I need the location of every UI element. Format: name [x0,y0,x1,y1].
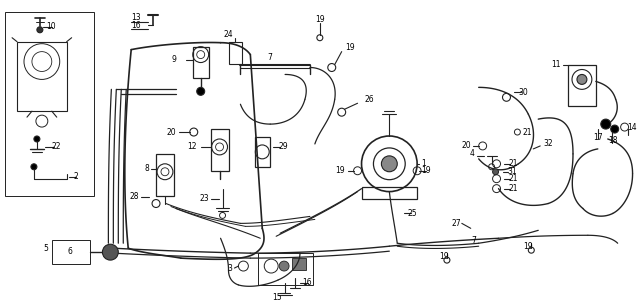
Circle shape [37,27,43,33]
Text: 7: 7 [471,236,476,245]
Text: 21: 21 [522,128,532,137]
Text: 15: 15 [273,293,282,302]
Text: 18: 18 [608,136,618,145]
Text: 19: 19 [421,166,431,175]
Text: 6: 6 [67,247,72,256]
Text: 19: 19 [439,251,449,261]
Bar [52,240,90,264]
Text: 1: 1 [421,159,426,168]
Text: 19: 19 [335,166,345,175]
Text: 23: 23 [199,194,209,203]
Text: 24: 24 [224,30,234,39]
Bar [568,65,596,106]
Bar [255,137,270,167]
Text: 9: 9 [171,55,176,64]
Circle shape [577,75,587,85]
Text: 17: 17 [593,132,603,142]
Text: 4: 4 [470,149,475,158]
Text: 19: 19 [524,242,533,251]
Bar [362,187,417,198]
Circle shape [611,125,619,133]
Text: 22: 22 [52,142,61,152]
Bar [5,12,95,195]
Text: 30: 30 [518,88,528,97]
Text: 16: 16 [302,278,312,288]
Bar [228,42,243,64]
Text: 21: 21 [508,174,518,183]
Circle shape [601,119,611,129]
Text: 32: 32 [543,139,553,148]
Text: 26: 26 [365,95,374,104]
Bar [211,129,228,171]
Text: 16: 16 [131,21,141,30]
Text: 21: 21 [508,184,518,193]
Text: 20: 20 [461,142,471,150]
Circle shape [102,244,118,260]
Text: 5: 5 [44,244,49,253]
Circle shape [34,136,40,142]
Text: 27: 27 [451,219,461,228]
Text: 11: 11 [552,60,561,69]
Text: 12: 12 [188,142,196,152]
Bar [156,154,174,195]
Circle shape [31,164,37,170]
Text: 14: 14 [628,123,637,132]
Bar [17,42,67,111]
Text: 7: 7 [268,53,273,62]
Bar [292,258,306,270]
Text: 13: 13 [131,13,141,22]
Text: 29: 29 [278,142,288,152]
Text: 3: 3 [228,264,232,273]
Text: 8: 8 [145,164,149,173]
Circle shape [493,169,499,175]
Text: 31: 31 [508,167,517,176]
Circle shape [279,261,289,271]
Bar [193,47,209,78]
Text: 20: 20 [166,128,176,137]
Text: 2: 2 [74,172,78,181]
Text: 28: 28 [130,192,139,201]
Text: 19: 19 [315,15,324,24]
Text: 19: 19 [346,43,355,52]
Text: 10: 10 [46,22,56,31]
Circle shape [381,156,397,172]
Circle shape [196,87,205,95]
Text: 21: 21 [508,159,518,168]
Text: 25: 25 [407,209,417,218]
Bar [259,253,313,285]
